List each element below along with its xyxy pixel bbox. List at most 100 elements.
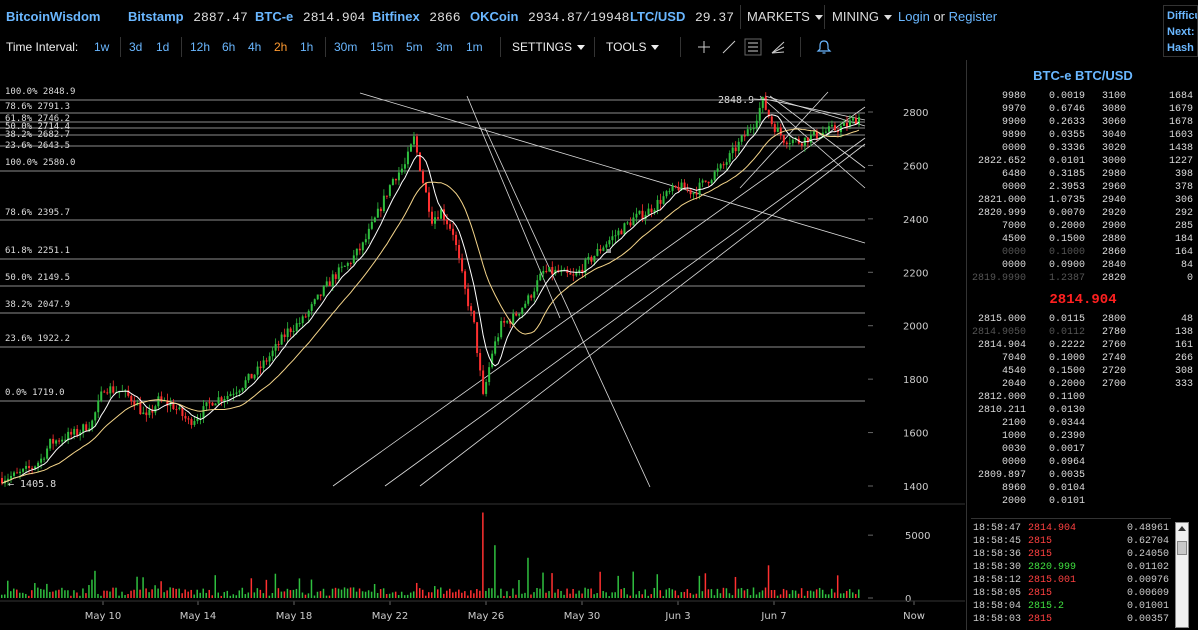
candle-body: [385, 195, 388, 197]
interval-30m[interactable]: 30m: [334, 40, 358, 54]
bid-row[interactable]: 2814.904 0.2222 2760 161: [967, 339, 1197, 352]
candle-body: [226, 395, 229, 399]
candle-body: [686, 189, 689, 191]
interval-1m[interactable]: 1m: [466, 40, 483, 54]
candle-body: [382, 195, 385, 212]
interval-4h[interactable]: 4h: [248, 40, 262, 54]
bid-row[interactable]: 1000 0.2390: [967, 430, 1197, 443]
register-link[interactable]: Register: [948, 9, 998, 24]
login-link[interactable]: Login: [898, 9, 930, 24]
volume-bar: [785, 590, 788, 598]
ask-row[interactable]: 9900 0.2633 3060 1678: [967, 116, 1197, 129]
volume-bar: [776, 595, 779, 598]
mining-menu[interactable]: MINING: [832, 9, 892, 24]
bid-row[interactable]: 2812.000 0.1100: [967, 391, 1197, 404]
bid-row[interactable]: 2814.9050 0.0112 2780 138: [967, 326, 1197, 339]
trendline-tool-icon[interactable]: [720, 38, 738, 56]
volume-bar: [815, 589, 818, 598]
fib-level-label: 38.2% 2047.9: [5, 300, 70, 310]
bid-row[interactable]: 8960 0.0104: [967, 482, 1197, 495]
orderbook-amount: 0.3336: [1048, 143, 1085, 154]
interval-15m[interactable]: 15m: [370, 40, 394, 54]
tools-menu[interactable]: TOOLS: [606, 40, 660, 54]
difficulty-widget[interactable]: Difficulty Next: Hash: [1163, 5, 1198, 57]
interval-2h[interactable]: 2h: [274, 40, 288, 54]
ticker-bitfinex[interactable]: Bitfinex 2866: [372, 9, 461, 25]
ask-row[interactable]: 0000 2.3953 2960 378: [967, 181, 1197, 194]
ask-row[interactable]: 0000 0.0900 2840 84: [967, 259, 1197, 272]
volume-bar: [34, 583, 36, 598]
ticker-ltcusd[interactable]: LTC/USD 29.37: [630, 9, 734, 25]
bid-row[interactable]: 0000 0.0964: [967, 456, 1197, 469]
crosshair-icon[interactable]: [695, 38, 713, 56]
interval-3m[interactable]: 3m: [436, 40, 453, 54]
ask-row[interactable]: 2822.652 0.0101 3000 1227: [967, 155, 1197, 168]
divider: [680, 37, 681, 57]
interval-5m[interactable]: 5m: [406, 40, 423, 54]
ask-row[interactable]: 2820.999 0.0070 2920 292: [967, 207, 1197, 220]
candle-body: [539, 273, 542, 281]
volume-bar: [142, 577, 144, 598]
orderbook-total: 398: [1174, 169, 1193, 180]
fan-tool-icon[interactable]: [769, 38, 787, 56]
volume-bar: [379, 589, 382, 598]
ticker-okcoin[interactable]: OKCoin 2934.87/19948: [470, 9, 629, 25]
fib-level-label: 50.0% 2149.5: [5, 273, 70, 283]
orderbook-price: 8960: [1001, 483, 1026, 494]
brand-logo[interactable]: BitcoinWisdom: [6, 9, 101, 24]
bid-row[interactable]: 2815.000 0.0115 2800 48: [967, 313, 1197, 326]
volume-bar: [605, 592, 607, 598]
candle-body: [277, 344, 280, 346]
markets-menu[interactable]: MARKETS: [747, 9, 823, 24]
trade-history-scrollbar[interactable]: [1175, 522, 1189, 628]
ask-row[interactable]: 2819.9990 1.2387 2820 0: [967, 272, 1197, 285]
bid-row[interactable]: 2809.897 0.0035: [967, 469, 1197, 482]
bid-row[interactable]: 2000 0.0101: [967, 495, 1197, 508]
scroll-up-icon[interactable]: [1178, 526, 1186, 531]
bid-row[interactable]: 2040 0.2000 2700 333: [967, 378, 1197, 391]
candle-body: [253, 374, 256, 379]
interval-12h[interactable]: 12h: [190, 40, 211, 54]
candle-body: [52, 438, 55, 444]
interval-1w[interactable]: 1w: [94, 40, 110, 54]
ask-row[interactable]: 9970 0.6746 3080 1679: [967, 103, 1197, 116]
ticker-btce[interactable]: BTC-e 2814.904: [255, 9, 365, 25]
price-chart[interactable]: 2800 2600 2400 2200 2000 1800 1600 1400 5000 0 May…: [0, 60, 965, 630]
bid-row[interactable]: 4540 0.1500 2720 308: [967, 365, 1197, 378]
ask-row[interactable]: 2821.000 1.0735 2940 306: [967, 194, 1197, 207]
ask-row[interactable]: 9980 0.0019 3100 1684: [967, 90, 1197, 103]
interval-6h[interactable]: 6h: [222, 40, 236, 54]
horizontal-lines-tool-icon[interactable]: [744, 38, 762, 56]
interval-1d[interactable]: 1d: [156, 40, 170, 54]
scroll-thumb[interactable]: [1177, 541, 1187, 555]
orderbook-amount: 0.0035: [1048, 470, 1085, 481]
ma-long-line: [1, 128, 860, 484]
trade-row: 18:58:45 2815 0.62704: [971, 535, 1171, 548]
candle-body: [424, 183, 427, 193]
settings-menu[interactable]: SETTINGS: [512, 40, 586, 54]
interval-3d[interactable]: 3d: [129, 40, 143, 54]
bid-row[interactable]: 7040 0.1000 2740 266: [967, 352, 1197, 365]
ask-row[interactable]: 0000 0.1000 2860 164: [967, 246, 1197, 259]
candle-body: [310, 304, 313, 311]
bell-icon[interactable]: [815, 38, 833, 56]
candle-body: [241, 388, 244, 391]
ask-row[interactable]: 7000 0.2000 2900 285: [967, 220, 1197, 233]
ask-row[interactable]: 4500 0.1500 2880 184: [967, 233, 1197, 246]
candle-body: [256, 366, 259, 375]
ask-row[interactable]: 0000 0.3336 3020 1438: [967, 142, 1197, 155]
candlestick-chart[interactable]: 2800 2600 2400 2200 2000 1800 1600 1400 5000 0 May…: [0, 60, 965, 630]
ask-row[interactable]: 9890 0.0355 3040 1603: [967, 129, 1197, 142]
interval-1h[interactable]: 1h: [300, 40, 314, 54]
bid-row[interactable]: 2100 0.0344: [967, 417, 1197, 430]
orderbook-depth: 3040: [1102, 130, 1127, 141]
ticker-bitstamp[interactable]: Bitstamp 2887.47: [128, 9, 248, 25]
volume-bar: [560, 590, 562, 598]
candle-body: [674, 185, 677, 188]
bid-row[interactable]: 2810.211 0.0130: [967, 404, 1197, 417]
bid-row[interactable]: 0030 0.0017: [967, 443, 1197, 456]
candle-body: [656, 199, 659, 210]
candle-body: [400, 168, 403, 173]
volume-bar: [842, 593, 845, 598]
ask-row[interactable]: 6480 0.3185 2980 398: [967, 168, 1197, 181]
